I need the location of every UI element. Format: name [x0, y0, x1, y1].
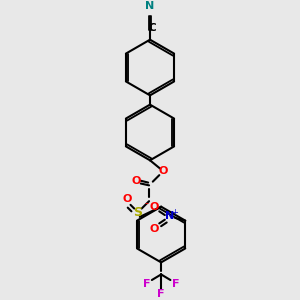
Text: -: - — [144, 198, 148, 208]
Text: O: O — [150, 224, 159, 234]
Text: O: O — [150, 202, 159, 212]
Text: O: O — [131, 176, 141, 186]
Text: O: O — [158, 167, 168, 176]
Text: N: N — [146, 1, 154, 11]
Text: F: F — [158, 289, 165, 299]
Text: +: + — [172, 208, 178, 217]
Text: F: F — [172, 279, 180, 289]
Text: S: S — [134, 206, 142, 219]
Text: C: C — [148, 22, 156, 33]
Text: F: F — [142, 279, 150, 289]
Text: N: N — [165, 211, 174, 221]
Text: O: O — [122, 194, 131, 204]
